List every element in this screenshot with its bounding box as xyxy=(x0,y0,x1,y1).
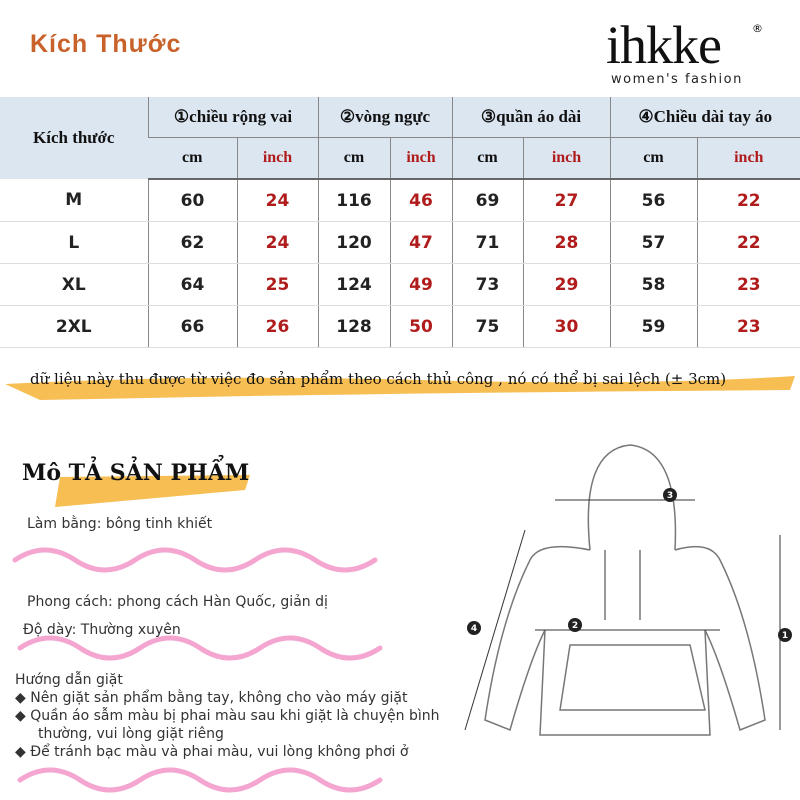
inch-cell: 30 xyxy=(522,305,611,348)
group-header: ①chiều rộng vai xyxy=(147,97,318,138)
inch-cell: 47 xyxy=(389,221,452,264)
description-title: Mô TẢ SẢN PHẨM xyxy=(22,460,250,486)
wash-item: ◆ Quần áo sẫm màu bị phai màu sau khi gi… xyxy=(15,708,440,724)
inch-cell: 24 xyxy=(236,221,318,264)
hood-outline xyxy=(587,444,677,551)
cm-cell: 62 xyxy=(147,221,237,264)
table-row: L 62 24 120 47 71 28 57 22 xyxy=(0,221,800,264)
inch-cell: 23 xyxy=(696,263,800,306)
cm-cell: 66 xyxy=(147,305,237,348)
wash-item-cont: thường, vui lòng giặt riêng xyxy=(38,726,224,742)
marker-3 xyxy=(663,488,677,502)
cm-cell: 58 xyxy=(609,263,698,306)
inch-cell: 22 xyxy=(696,179,800,222)
cm-cell: 59 xyxy=(609,305,698,348)
cm-cell: 120 xyxy=(317,221,390,264)
wash-item: ◆ Nên giặt sản phẩm bằng tay, không cho … xyxy=(15,690,408,706)
inch-cell: 23 xyxy=(696,305,800,348)
cm-cell: 116 xyxy=(317,179,390,222)
marker-4 xyxy=(467,621,481,635)
registered-mark: ® xyxy=(752,22,763,35)
inch-cell: 50 xyxy=(389,305,452,348)
cm-cell: 75 xyxy=(451,305,523,348)
unit-cm: cm xyxy=(451,137,523,180)
cm-cell: 60 xyxy=(147,179,237,222)
brand-logo: ihkke xyxy=(606,15,722,75)
size-cell: 2XL xyxy=(0,305,148,348)
marker-label: 4 xyxy=(471,624,477,634)
marker-2 xyxy=(568,618,582,632)
size-cell: XL xyxy=(0,263,148,306)
size-table: Kích thước ①chiều rộng vai ②vòng ngực ③q… xyxy=(0,97,800,348)
measurement-note: dữ liệu này thu được từ việc đo sản phẩm… xyxy=(30,370,727,388)
marker-1 xyxy=(778,628,792,642)
inch-cell: 25 xyxy=(236,263,318,306)
table-row: XL 64 25 124 49 73 29 58 23 xyxy=(0,263,800,306)
wash-item: ◆ Để tránh bạc màu và phai màu, vui lòng… xyxy=(15,744,409,760)
cm-cell: 71 xyxy=(451,221,523,264)
brand-tagline: women's fashion xyxy=(611,72,743,87)
cm-cell: 56 xyxy=(609,179,698,222)
unit-inch: inch xyxy=(236,137,318,180)
inch-cell: 29 xyxy=(522,263,611,306)
cm-cell: 57 xyxy=(609,221,698,264)
table-row: 2XL 66 26 128 50 75 30 59 23 xyxy=(0,305,800,348)
cm-cell: 124 xyxy=(317,263,390,306)
marker-label: 3 xyxy=(667,491,673,501)
cm-cell: 128 xyxy=(317,305,390,348)
group-header: ③quần áo dài xyxy=(451,97,611,138)
inch-cell: 46 xyxy=(389,179,452,222)
title-highlight xyxy=(55,475,250,507)
hoodie-body xyxy=(484,545,766,736)
wash-title: Hướng dẫn giặt xyxy=(15,672,123,688)
inch-cell: 49 xyxy=(389,263,452,306)
thickness-text: Độ dày: Thường xuyên xyxy=(23,622,181,638)
unit-cm: cm xyxy=(609,137,698,180)
decorative-waves xyxy=(12,547,383,793)
unit-cm: cm xyxy=(317,137,390,180)
pocket xyxy=(559,644,706,711)
inch-cell: 28 xyxy=(522,221,611,264)
group-header: ②vòng ngực xyxy=(317,97,452,138)
note-highlight xyxy=(5,376,795,400)
wash-text: Quần áo sẫm màu bị phai màu sau khi giặt… xyxy=(30,708,440,724)
size-header: Kích thước xyxy=(0,97,148,179)
wash-text: Nên giặt sản phẩm bằng tay, không cho và… xyxy=(30,690,408,706)
cm-cell: 69 xyxy=(451,179,523,222)
wash-text: Để tránh bạc màu và phai màu, vui lòng k… xyxy=(30,744,409,760)
inch-cell: 27 xyxy=(522,179,611,222)
size-cell: M xyxy=(0,179,148,222)
unit-inch: inch xyxy=(522,137,611,180)
cm-cell: 64 xyxy=(147,263,237,306)
size-cell: L xyxy=(0,221,148,264)
cm-cell: 73 xyxy=(451,263,523,306)
table-row: M 60 24 116 46 69 27 56 22 xyxy=(0,179,800,222)
inch-cell: 24 xyxy=(236,179,318,222)
material-text: Làm bằng: bông tinh khiết xyxy=(27,516,213,532)
hoodie-diagram: 1 2 3 4 xyxy=(464,444,792,736)
unit-inch: inch xyxy=(696,137,800,180)
unit-inch: inch xyxy=(389,137,452,180)
page-title: Kích Thước xyxy=(30,30,182,58)
marker-label: 2 xyxy=(572,621,578,631)
marker-label: 1 xyxy=(782,631,788,641)
inch-cell: 26 xyxy=(236,305,318,348)
inch-cell: 22 xyxy=(696,221,800,264)
group-header: ④Chiều dài tay áo xyxy=(609,97,800,138)
unit-cm: cm xyxy=(148,137,237,180)
style-text: Phong cách: phong cách Hàn Quốc, giản dị xyxy=(27,594,328,610)
drawstrings xyxy=(604,550,641,620)
